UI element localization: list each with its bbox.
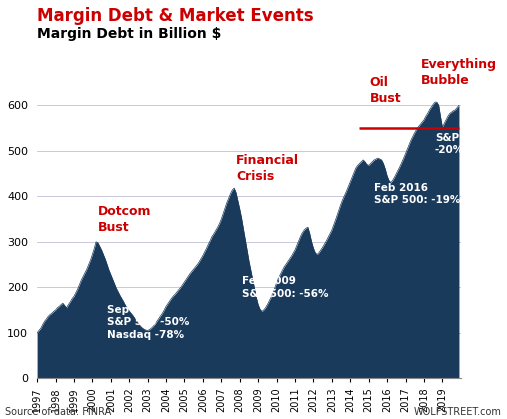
Text: Margin Debt in Billion $: Margin Debt in Billion $ bbox=[37, 27, 222, 41]
Text: WOLFSTREET.com: WOLFSTREET.com bbox=[414, 407, 502, 417]
Text: Sep 2002
S&P 500 -50%
Nasdaq -78%: Sep 2002 S&P 500 -50% Nasdaq -78% bbox=[107, 305, 190, 340]
Text: Oil
Bust: Oil Bust bbox=[370, 76, 401, 105]
Text: Everything
Bubble: Everything Bubble bbox=[421, 58, 497, 87]
Text: Margin Debt & Market Events: Margin Debt & Market Events bbox=[37, 7, 314, 25]
Text: Source of data: FINRA: Source of data: FINRA bbox=[5, 407, 112, 417]
Text: Feb 2016
S&P 500: -19%: Feb 2016 S&P 500: -19% bbox=[374, 183, 460, 205]
Text: Financial
Crisis: Financial Crisis bbox=[236, 154, 299, 183]
Text: Feb 2009
S&P 500: -56%: Feb 2009 S&P 500: -56% bbox=[242, 276, 329, 299]
Text: S&P
-20%: S&P -20% bbox=[435, 133, 464, 155]
Text: Dotcom
Bust: Dotcom Bust bbox=[98, 204, 152, 234]
